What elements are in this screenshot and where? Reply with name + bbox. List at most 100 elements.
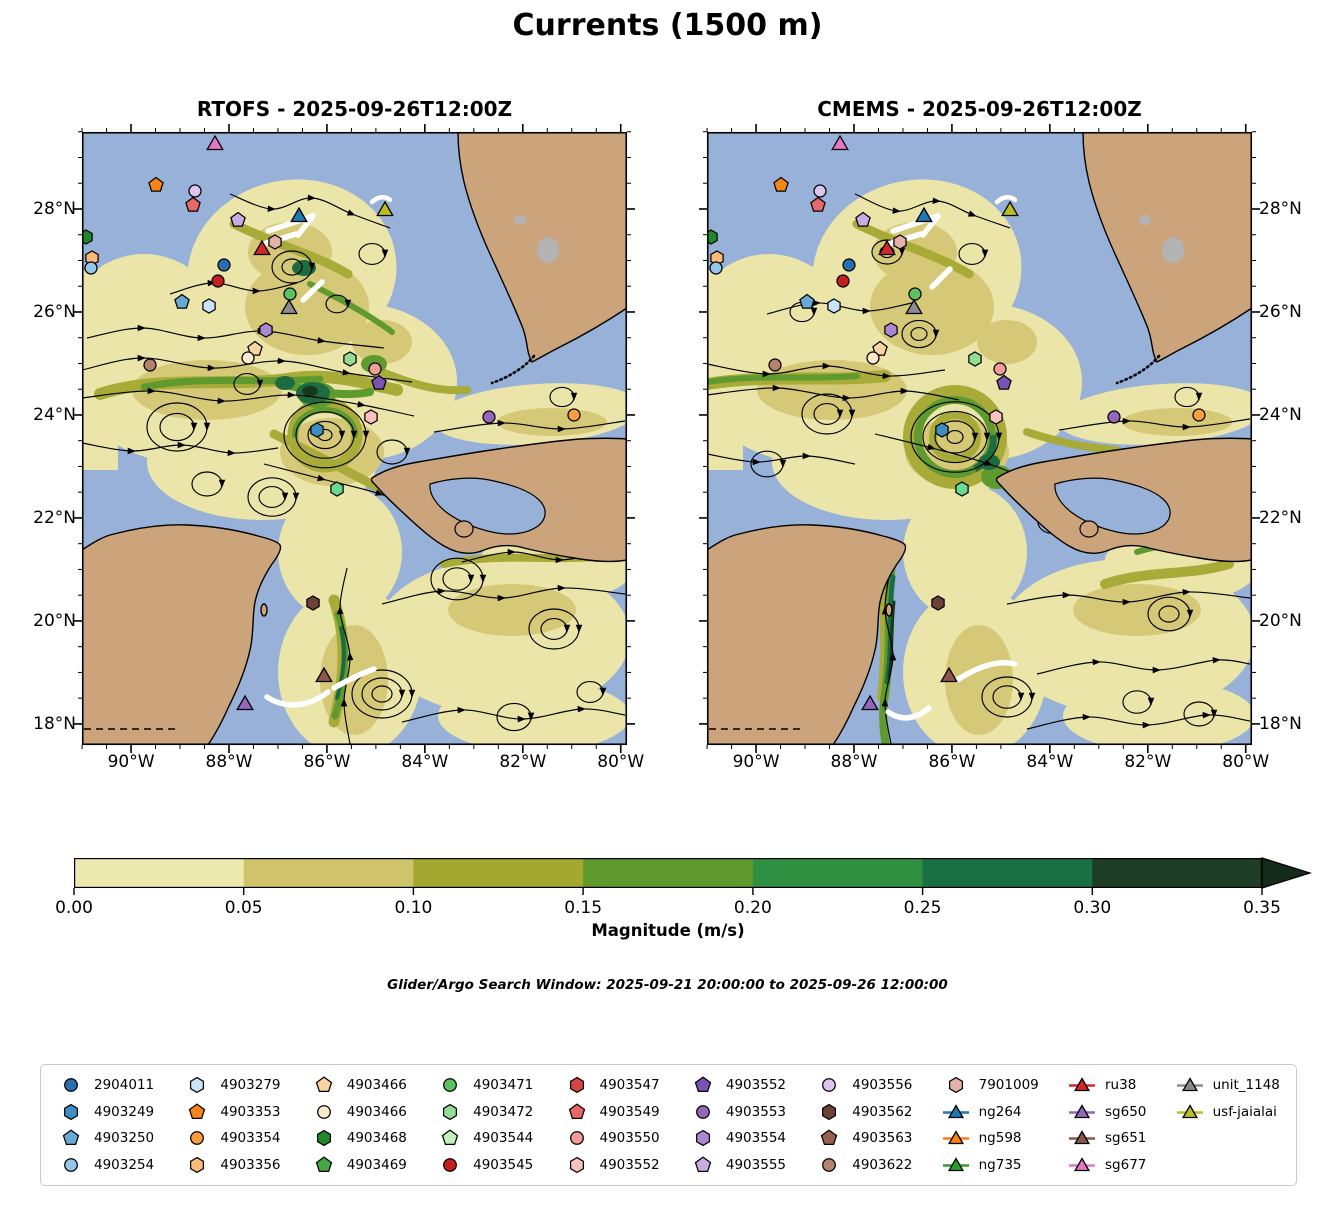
legend-item-label: 4903544 — [473, 1130, 534, 1147]
legend-item-4903556: 4903556 — [815, 1076, 912, 1094]
legend-item-label: 4903622 — [852, 1156, 913, 1173]
map-marker-ru38 — [253, 239, 271, 256]
pentagon-marker-icon — [694, 1076, 712, 1093]
map-marker-4903353 — [773, 176, 789, 192]
legend-item-label: 4903562 — [852, 1103, 913, 1120]
figure-title: Currents (1500 m) — [512, 8, 823, 43]
legend-item-4903549: 4903549 — [563, 1103, 660, 1121]
map-marker-4903552 — [996, 374, 1012, 390]
colorbar-tick-label: 0.35 — [1243, 898, 1281, 918]
pentagon-marker-icon — [694, 1156, 712, 1172]
map-marker-4903466 — [872, 340, 888, 356]
map-marker-4903562 — [931, 595, 945, 611]
map-cmems — [699, 124, 1260, 753]
map-marker-4903468 — [707, 229, 718, 245]
legend-item-label: unit_1148 — [1212, 1077, 1280, 1094]
legend-item-4903250: 4903250 — [57, 1129, 154, 1147]
map-marker-sg677 — [831, 134, 849, 151]
axis-tick-label: 22°N — [1259, 508, 1302, 528]
map-marker-4903552 — [364, 409, 378, 425]
hexagon-marker-icon — [63, 1103, 79, 1120]
panel-frame — [81, 131, 628, 746]
legend-item-4903547: 4903547 — [563, 1076, 660, 1094]
map-marker-4903549 — [810, 196, 826, 212]
map-marker-4903353 — [148, 176, 164, 192]
map-marker-4903354 — [1192, 408, 1206, 422]
map-marker-4903552 — [989, 409, 1003, 425]
pentagon-marker-icon — [189, 1103, 206, 1119]
map-marker-unit_1148 — [905, 298, 923, 315]
colorbar-tick-label: 0.15 — [564, 898, 603, 918]
axis-tick-label: 22°N — [33, 508, 76, 528]
map-marker-4903556 — [813, 184, 827, 198]
map-marker-4903555 — [855, 211, 871, 227]
legend-item-label: 4903469 — [346, 1156, 407, 1173]
map-marker-4903250 — [799, 293, 815, 309]
legend-item-usf-jaialai: usf-jaialai — [1176, 1103, 1280, 1121]
map-marker-4903279 — [827, 298, 841, 314]
map-marker-2904011 — [842, 258, 856, 272]
axis-ticks — [699, 124, 1260, 753]
axis-tick-label: 20°N — [1259, 610, 1302, 631]
legend-item-sg650: sg650 — [1068, 1103, 1146, 1121]
circle-marker-icon — [443, 1157, 458, 1172]
map-marker-4903562 — [306, 595, 320, 611]
land-coastlines — [82, 132, 627, 745]
map-marker-4903622 — [143, 358, 157, 372]
legend-item-4903554: 4903554 — [689, 1129, 786, 1147]
hexagon-marker-icon — [695, 1130, 710, 1147]
map-marker-4903556 — [188, 184, 202, 198]
legend-item-4903563: 4903563 — [815, 1129, 912, 1147]
glider-marker-icon — [1176, 1077, 1203, 1092]
glider-marker-icon — [1069, 1156, 1095, 1171]
legend-item-label: 4903466 — [346, 1103, 407, 1120]
legend-item-label: 4903471 — [473, 1077, 534, 1094]
axis-tick-label: 84°W — [401, 752, 449, 772]
legend-item-label: 4903254 — [94, 1156, 155, 1173]
axis-tick-label: 90°W — [107, 752, 155, 772]
map-marker-7901009 — [268, 234, 282, 250]
legend-item-label: 4903466 — [346, 1077, 407, 1094]
search-window-subtitle: Glider/Argo Search Window: 2025-09-21 20… — [387, 977, 948, 993]
map-marker-ng264 — [290, 206, 308, 223]
colorbar-tick-label: 0.05 — [224, 898, 263, 918]
map-marker-usf-jaialai — [376, 200, 394, 217]
axis-tick-label: 80°W — [1222, 752, 1270, 772]
streamlines — [82, 193, 626, 745]
hexagon-marker-icon — [569, 1077, 584, 1094]
glider-marker-icon — [1069, 1103, 1095, 1118]
circle-marker-icon — [64, 1078, 78, 1093]
axis-ticks — [74, 124, 635, 753]
circle-marker-icon — [443, 1078, 458, 1093]
legend-item-4903469: 4903469 — [310, 1156, 407, 1174]
legend-item-label: 4903553 — [725, 1103, 786, 1120]
axis-tick-label: 20°N — [33, 610, 76, 631]
map-marker-4903472 — [343, 351, 357, 367]
colorbar-tick-label: 0.25 — [903, 898, 942, 918]
legend-item-label: 4903279 — [220, 1077, 281, 1094]
legend-item-4903552: 4903552 — [563, 1156, 660, 1174]
circle-marker-icon — [822, 1157, 837, 1172]
axis-tick-label: 28°N — [33, 198, 76, 219]
axis-tick-label: 18°N — [1259, 713, 1302, 734]
legend-item-label: 4903354 — [220, 1130, 281, 1147]
axis-tick-label: 88°W — [830, 752, 878, 772]
pentagon-marker-icon — [315, 1076, 332, 1093]
legend-item-label: usf-jaialai — [1212, 1103, 1277, 1120]
axis-tick-label: 82°W — [1124, 752, 1172, 772]
colorbar — [73, 857, 1313, 895]
map-marker-4903544 — [955, 481, 969, 497]
axis-tick-label: 26°N — [1259, 301, 1302, 322]
map-marker-sg650 — [861, 694, 879, 711]
hexagon-marker-icon — [948, 1077, 963, 1094]
map-marker-4903250 — [174, 293, 190, 309]
circle-marker-icon — [822, 1078, 837, 1093]
axis-tick-label: 80°W — [597, 752, 645, 772]
map-panel-cmems — [699, 124, 1260, 753]
map-marker-4903466 — [866, 351, 880, 365]
panel-frame — [706, 131, 1253, 746]
legend-item-ng735: ng735 — [942, 1156, 1039, 1174]
legend-item-label: ng735 — [978, 1156, 1022, 1173]
map-marker-4903466 — [247, 340, 263, 356]
